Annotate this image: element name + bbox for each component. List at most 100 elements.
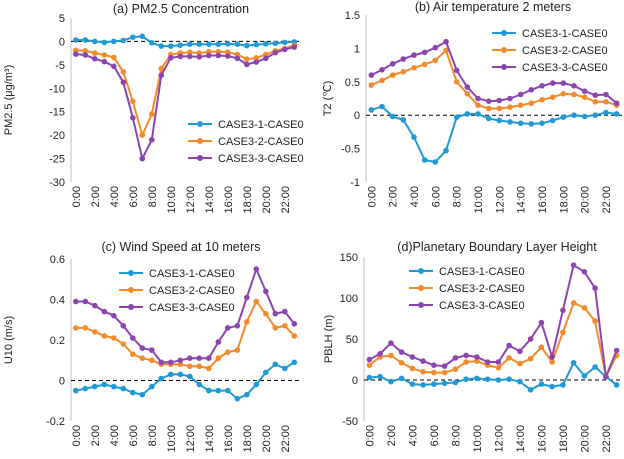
series-3: [73, 44, 298, 162]
data-point: [82, 385, 89, 392]
data-point: [253, 381, 260, 388]
data-point: [496, 117, 503, 124]
data-point: [377, 351, 383, 357]
data-point: [234, 55, 241, 62]
data-point: [421, 157, 428, 163]
data-point: [463, 359, 469, 365]
data-point: [101, 308, 108, 315]
series-line: [368, 301, 618, 380]
data-point: [496, 97, 503, 104]
x-tick-label: 18:00: [558, 425, 570, 453]
legend-entry: CASE3-1-CASE0: [218, 119, 304, 131]
x-tick-label: 0:00: [71, 425, 83, 446]
x-tick-label: 20:00: [580, 186, 592, 214]
chart-panel-4: (d)Planetary Boundary Layer Height PBLH (…: [323, 240, 622, 453]
data-point: [187, 363, 193, 370]
series-line: [370, 48, 618, 110]
data-point: [484, 376, 491, 383]
data-point: [158, 359, 165, 366]
legend-marker: [501, 30, 507, 36]
y-tick-label: -20: [49, 130, 65, 142]
data-point: [206, 387, 212, 394]
data-point: [603, 91, 609, 98]
series-2: [73, 298, 298, 372]
legend: CASE3-1-CASE0 CASE3-2-CASE0 CASE3-3-CASE0: [188, 119, 304, 165]
data-point: [409, 354, 416, 360]
data-point: [495, 364, 502, 371]
x-tick-label: 6:00: [128, 425, 140, 446]
data-point: [73, 325, 79, 331]
x-tick-label: 22:00: [601, 425, 613, 453]
data-point: [177, 357, 184, 364]
x-tick-label: 4:00: [109, 425, 121, 446]
data-point: [592, 285, 598, 292]
data-point: [111, 63, 117, 70]
x-tick-label: 4:00: [409, 186, 421, 207]
data-point: [388, 378, 394, 385]
data-point: [130, 34, 136, 40]
data-point: [225, 53, 231, 59]
data-point: [149, 111, 155, 117]
data-point: [82, 37, 89, 43]
x-tick-label: 18:00: [242, 425, 254, 453]
legend-entry: CASE3-2-CASE0: [218, 136, 304, 148]
legend-entry: CASE3-2-CASE0: [522, 45, 608, 57]
series-3: [366, 262, 620, 381]
data-point: [431, 362, 437, 369]
data-point: [139, 355, 146, 362]
data-point: [388, 340, 394, 346]
x-tick-label: 0:00: [366, 186, 378, 207]
data-point: [603, 373, 609, 380]
chart-panel-3: (c) Wind Speed at 10 meters U10 (m/s) 0.6 0…: [3, 240, 299, 453]
data-point: [527, 355, 534, 362]
data-point: [92, 50, 98, 56]
data-point: [253, 266, 260, 272]
x-tick-label: 22:00: [601, 186, 613, 214]
data-point: [517, 120, 524, 126]
data-point: [538, 319, 545, 326]
legend: CASE3-1-CASE0 CASE3-2-CASE0 CASE3-3-CASE0: [409, 266, 525, 312]
legend-marker: [418, 302, 424, 308]
y-axis-label: PBLH (m): [323, 315, 335, 363]
chart-title: (d)Planetary Boundary Layer Height: [397, 240, 597, 254]
x-tick-label: 16:00: [537, 186, 549, 214]
data-point: [409, 365, 416, 372]
data-point: [272, 325, 279, 331]
data-point: [120, 341, 127, 347]
data-point: [528, 121, 535, 127]
data-point: [400, 69, 407, 75]
data-point: [158, 43, 165, 49]
data-point: [92, 329, 98, 335]
data-point: [379, 103, 385, 110]
x-tick-label: 2:00: [386, 425, 398, 446]
data-point: [420, 369, 426, 375]
x-tick-label: 20:00: [261, 186, 273, 214]
data-point: [517, 360, 523, 367]
data-point: [398, 349, 405, 355]
data-point: [196, 363, 203, 370]
data-point: [291, 359, 298, 366]
legend-marker: [128, 287, 134, 293]
data-point: [581, 305, 588, 311]
data-point: [452, 366, 459, 373]
data-point: [538, 344, 545, 351]
data-point: [507, 104, 513, 110]
x-tick-label: 18:00: [242, 186, 254, 214]
y-tick-label: 5: [59, 13, 65, 25]
series-2: [368, 47, 620, 112]
data-point: [177, 371, 184, 378]
data-point: [527, 336, 534, 342]
x-tick-label: 12:00: [185, 425, 197, 453]
data-point: [506, 376, 512, 383]
y-tick-label: 150: [340, 252, 358, 264]
data-point: [234, 41, 241, 47]
data-point: [603, 99, 609, 105]
data-point: [539, 120, 545, 126]
y-tick-label: -10: [49, 83, 65, 95]
series-3: [368, 38, 620, 106]
series-3: [73, 266, 298, 366]
data-point: [291, 333, 298, 339]
data-point: [549, 359, 555, 365]
y-tick-label: -5: [55, 60, 65, 72]
data-point: [158, 72, 165, 78]
